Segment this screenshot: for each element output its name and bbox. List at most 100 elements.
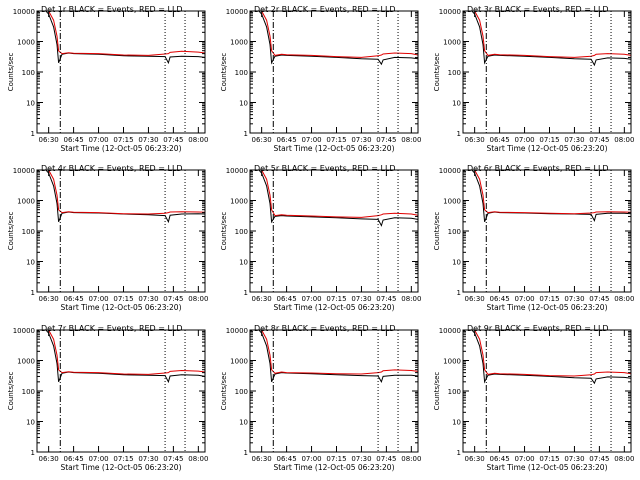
x-tick-label: 07:15 xyxy=(539,295,559,303)
x-tick-label: 07:30 xyxy=(564,295,584,303)
x-tick-label: 07:45 xyxy=(589,455,609,463)
y-tick-label: 100 xyxy=(22,69,35,77)
x-tick-label: 06:30 xyxy=(252,455,272,463)
x-tick-label: 08:00 xyxy=(401,136,421,144)
x-tick-label: 07:45 xyxy=(376,136,396,144)
lld-series-line xyxy=(463,170,631,215)
y-tick-label: 10000 xyxy=(226,8,248,16)
y-tick-label: 100 xyxy=(235,388,248,396)
x-axis-label: Start Time (12-Oct-05 06:23:20) xyxy=(273,463,394,472)
x-tick-label: 06:30 xyxy=(39,295,59,303)
x-tick-label: 07:00 xyxy=(88,295,108,303)
x-tick-label: 07:30 xyxy=(138,136,158,144)
plot-frame xyxy=(36,10,206,134)
panel-title: Det 7r BLACK = Events, RED = LLD xyxy=(41,324,183,333)
y-tick-label: 1000 xyxy=(230,39,248,47)
x-tick-label: 07:45 xyxy=(589,136,609,144)
x-tick-label: 08:00 xyxy=(188,136,208,144)
y-tick-label: 10 xyxy=(239,419,248,427)
x-tick-label: 06:45 xyxy=(277,295,297,303)
y-tick-label: 1 xyxy=(457,289,461,297)
y-tick-label: 1 xyxy=(457,449,461,457)
x-tick-label: 07:00 xyxy=(88,455,108,463)
y-tick-label: 10 xyxy=(26,419,35,427)
panel-title: Det 3r BLACK = Events, RED = LLD xyxy=(467,5,609,14)
plot-frame xyxy=(36,329,206,453)
y-axis-label: Counts/sec xyxy=(433,53,441,92)
x-tick-label: 06:45 xyxy=(64,455,84,463)
panel-det-5: 1 10 100 1000 10000 06:30 06:45 07:00 07:15 07:30… xyxy=(220,164,421,312)
x-tick-label: 08:00 xyxy=(401,295,421,303)
y-tick-label: 1000 xyxy=(17,358,35,366)
x-axis-label: Start Time (12-Oct-05 06:23:20) xyxy=(486,303,607,312)
y-tick-label: 100 xyxy=(235,69,248,77)
lld-series-line xyxy=(250,330,418,375)
y-tick-label: 100 xyxy=(448,388,461,396)
panel-det-6: 1 10 100 1000 10000 06:30 06:45 07:00 07:15 07:30… xyxy=(433,164,634,312)
plot-frame xyxy=(249,169,419,293)
y-tick-label: 1 xyxy=(244,449,248,457)
x-tick-label: 07:00 xyxy=(514,136,534,144)
x-tick-label: 06:30 xyxy=(252,136,272,144)
x-tick-label: 07:30 xyxy=(351,295,371,303)
x-tick-label: 07:30 xyxy=(351,136,371,144)
plot-frame xyxy=(462,10,632,134)
x-tick-label: 07:30 xyxy=(564,455,584,463)
x-axis-label: Start Time (12-Oct-05 06:23:20) xyxy=(60,144,181,153)
x-tick-label: 07:45 xyxy=(376,295,396,303)
y-tick-label: 1000 xyxy=(230,198,248,206)
x-tick-label: 06:30 xyxy=(465,136,485,144)
panel-det-1: 1 10 100 1000 10000 06:30 06:45 07:00 07:15 07:30… xyxy=(7,5,208,153)
x-tick-label: 06:45 xyxy=(277,455,297,463)
x-tick-label: 07:15 xyxy=(326,136,346,144)
x-tick-label: 06:45 xyxy=(64,295,84,303)
x-tick-label: 07:45 xyxy=(376,455,396,463)
panel-title: Det 4r BLACK = Events, RED = LLD xyxy=(41,164,183,173)
panel-title: Det 9r BLACK = Events, RED = LLD xyxy=(467,324,609,333)
y-axis-label: Counts/sec xyxy=(433,212,441,251)
y-tick-label: 1000 xyxy=(443,198,461,206)
x-tick-label: 07:00 xyxy=(514,295,534,303)
x-tick-label: 07:00 xyxy=(88,136,108,144)
x-tick-label: 07:15 xyxy=(539,136,559,144)
plot-frame xyxy=(36,169,206,293)
x-tick-label: 06:30 xyxy=(39,136,59,144)
y-tick-label: 1000 xyxy=(17,39,35,47)
x-tick-label: 08:00 xyxy=(401,455,421,463)
x-tick-label: 07:00 xyxy=(301,295,321,303)
x-axis-label: Start Time (12-Oct-05 06:23:20) xyxy=(60,463,181,472)
y-tick-label: 1000 xyxy=(443,39,461,47)
x-tick-label: 07:00 xyxy=(301,455,321,463)
panel-det-3: 1 10 100 1000 10000 06:30 06:45 07:00 07:15 07:30… xyxy=(433,5,634,153)
y-tick-label: 1000 xyxy=(230,358,248,366)
x-tick-label: 07:45 xyxy=(163,295,183,303)
y-tick-label: 10 xyxy=(26,100,35,108)
panel-det-8: 1 10 100 1000 10000 06:30 06:45 07:00 07:15 07:30… xyxy=(220,324,421,472)
x-axis-label: Start Time (12-Oct-05 06:23:20) xyxy=(486,144,607,153)
panel-title: Det 1r BLACK = Events, RED = LLD xyxy=(41,5,183,14)
events-series-line xyxy=(250,11,418,66)
x-tick-label: 07:15 xyxy=(113,295,133,303)
y-tick-label: 10 xyxy=(26,259,35,267)
x-tick-label: 06:45 xyxy=(490,136,510,144)
y-tick-label: 1 xyxy=(31,130,35,138)
y-tick-label: 10000 xyxy=(439,8,461,16)
x-tick-label: 08:00 xyxy=(188,295,208,303)
y-tick-label: 1000 xyxy=(443,358,461,366)
x-tick-label: 06:30 xyxy=(39,455,59,463)
y-tick-label: 100 xyxy=(448,228,461,236)
y-tick-label: 1 xyxy=(244,130,248,138)
x-tick-label: 07:30 xyxy=(564,136,584,144)
y-tick-label: 10000 xyxy=(13,327,35,335)
x-tick-label: 07:45 xyxy=(163,136,183,144)
y-tick-label: 100 xyxy=(22,228,35,236)
y-tick-label: 100 xyxy=(448,69,461,77)
x-tick-label: 07:30 xyxy=(138,455,158,463)
x-tick-label: 07:00 xyxy=(514,455,534,463)
x-tick-label: 07:15 xyxy=(539,455,559,463)
x-tick-label: 07:30 xyxy=(351,455,371,463)
y-tick-label: 10000 xyxy=(13,167,35,175)
y-tick-label: 10000 xyxy=(439,327,461,335)
panel-det-7: 1 10 100 1000 10000 06:30 06:45 07:00 07:15 07:30… xyxy=(7,324,208,472)
